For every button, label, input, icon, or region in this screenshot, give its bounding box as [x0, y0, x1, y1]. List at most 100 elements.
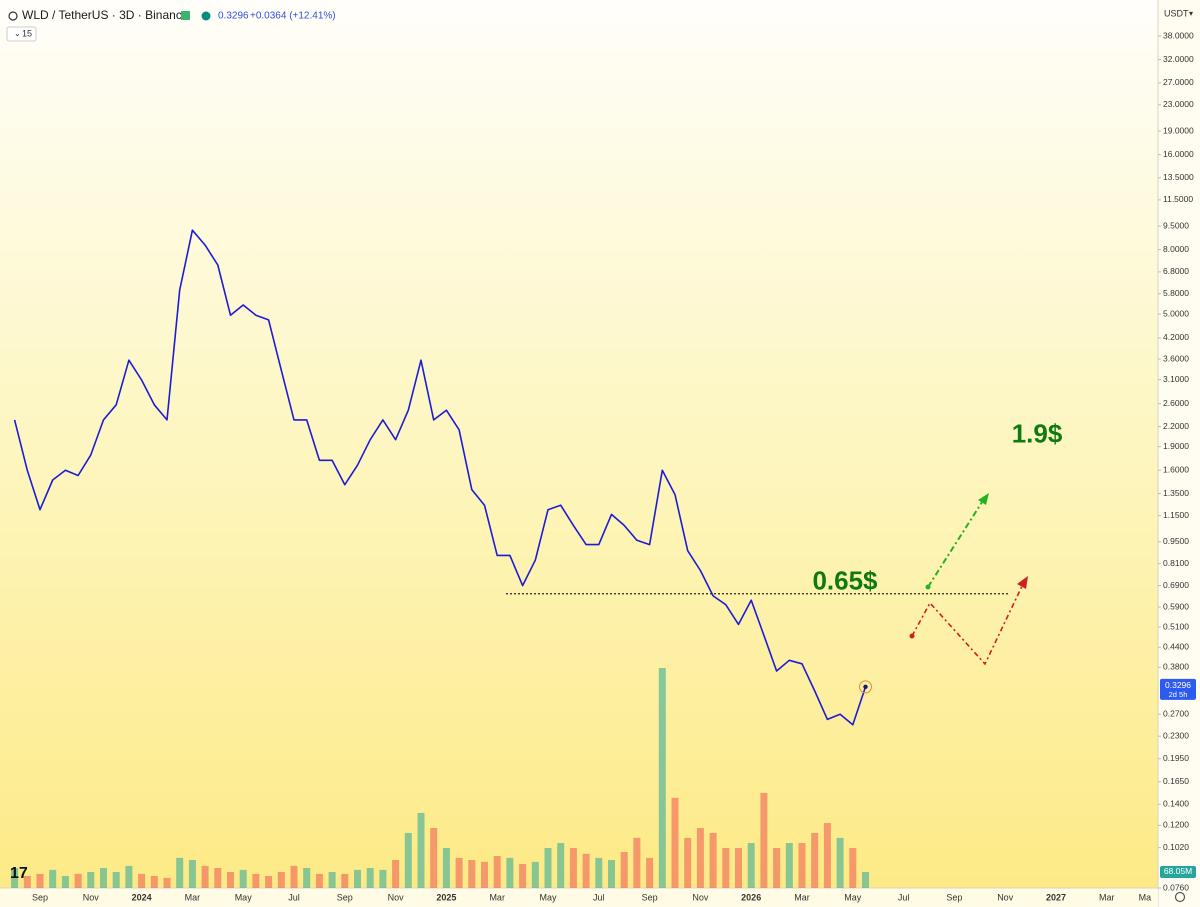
y-tick-label: 0.9500	[1163, 536, 1189, 546]
x-tick-label: Mar	[1099, 892, 1115, 902]
x-tick-label: 2025	[436, 892, 456, 902]
volume-bar	[722, 848, 730, 888]
volume-bar	[608, 860, 615, 888]
volume-bar	[112, 872, 120, 888]
y-tick-label: 38.0000	[1163, 30, 1194, 40]
volume-bar	[404, 832, 412, 888]
red-arrow-start	[909, 633, 915, 639]
volume-bar	[201, 865, 209, 888]
volume-tag	[1160, 865, 1196, 878]
x-tick-label: Nov	[388, 892, 405, 902]
y-tick-label: 0.4400	[1163, 642, 1189, 652]
market-open-dot	[201, 11, 211, 21]
volume-bar	[798, 843, 806, 888]
volume-bar	[125, 865, 133, 888]
x-tick-label: Sep	[32, 892, 48, 902]
annotation-label: 1.9$	[1012, 419, 1063, 449]
volume-bar	[188, 860, 196, 888]
volume-bar	[823, 823, 831, 888]
y-tick-label: 1.3500	[1163, 488, 1189, 498]
plot-background	[0, 0, 1158, 888]
indicator-value: 15	[22, 28, 32, 38]
volume-bar	[773, 848, 781, 888]
currency-chevron: ▾	[1189, 9, 1193, 18]
time-axis	[0, 888, 1158, 907]
y-axis: 38.0000 32.0000 27.0000 23.0000 19.0000 16.00…	[1158, 30, 1196, 892]
y-tick-label: 19.0000	[1163, 125, 1194, 135]
volume-bar	[747, 843, 755, 888]
volume-bar	[74, 873, 82, 888]
last-price: 0.3296	[218, 11, 249, 22]
x-tick-label: Nov	[692, 892, 709, 902]
price-tag	[1160, 678, 1196, 700]
x-tick-label: Sep	[946, 892, 962, 902]
volume-tag-label: 68.05M	[1164, 866, 1192, 876]
y-tick-label: 5.8000	[1163, 288, 1189, 298]
settings-icon[interactable]	[1174, 891, 1186, 903]
red-arrow	[911, 583, 1024, 666]
volume-bar	[544, 848, 552, 888]
y-tick-label: 5.0000	[1163, 308, 1189, 318]
tv-logo: 17	[10, 865, 28, 882]
volume-bar	[684, 837, 692, 888]
price-line	[13, 229, 867, 726]
x-axis: Sep Nov 2024 Mar May Jul Sep Nov 2025 Mar May Jul Se…	[32, 892, 1151, 902]
y-tick-label: 4.2000	[1163, 332, 1189, 342]
volume-bar	[150, 876, 158, 888]
x-tick-label: Ma	[1139, 892, 1152, 902]
green-arrow	[927, 498, 985, 588]
volume-bar	[442, 848, 450, 888]
x-tick-label: Mar	[185, 892, 201, 902]
price-tag-value: 0.3296	[1165, 680, 1191, 690]
price-change: +0.0364 (+12.41%)	[250, 11, 336, 22]
y-tick-label: 0.3800	[1163, 662, 1189, 672]
volume-bar	[417, 812, 425, 888]
annotation-label: 0.65$	[812, 566, 878, 596]
y-tick-label: 11.5000	[1163, 194, 1193, 204]
x-tick-label: Jul	[898, 892, 910, 902]
volume-bar	[862, 871, 869, 888]
y-tick-label: 0.0760	[1163, 882, 1189, 892]
y-tick-label: 3.1000	[1163, 374, 1189, 384]
volume-bar	[87, 872, 95, 888]
y-tick-label: 0.1200	[1163, 820, 1189, 830]
y-tick-label: 0.2700	[1163, 708, 1189, 718]
x-tick-label: Nov	[83, 892, 100, 902]
volume-bar	[735, 848, 742, 888]
y-tick-label: 0.5900	[1163, 601, 1189, 611]
volume-bar	[354, 869, 361, 888]
volume-bar	[455, 857, 463, 888]
volume-bar	[290, 865, 298, 888]
volume-bar	[239, 869, 247, 888]
volume-bar	[519, 864, 527, 888]
volume-bar	[481, 861, 488, 888]
red-arrowhead	[1017, 576, 1028, 589]
volume-bar	[671, 797, 679, 888]
y-tick-label: 2.6000	[1163, 398, 1189, 408]
volume-bar	[379, 869, 387, 888]
y-tick-label: 3.6000	[1163, 353, 1189, 363]
volume-bar	[341, 873, 349, 888]
x-tick-label: Jul	[593, 892, 605, 902]
currency-selector[interactable]: USDT	[1164, 8, 1189, 18]
volume-bar	[569, 848, 577, 888]
price-axis	[1158, 0, 1200, 907]
x-tick-label: Mar	[489, 892, 505, 902]
x-tick-label: Nov	[997, 892, 1014, 902]
volume-bar	[392, 860, 400, 888]
volume-bar	[36, 873, 44, 888]
volume-bar	[303, 868, 311, 888]
volume-bar	[696, 828, 704, 888]
price-pane: 0.65$ 1.9$	[13, 229, 1063, 726]
volume-bar	[252, 873, 260, 888]
volume-pane	[11, 668, 869, 888]
y-tick-label: 13.5000	[1163, 172, 1194, 182]
volume-bar	[633, 837, 641, 888]
symbol-title[interactable]: WLD / TetherUS · 3D · Binance	[22, 8, 189, 22]
y-tick-label: 0.2300	[1163, 730, 1189, 740]
volume-bar	[49, 869, 57, 888]
volume-bar	[760, 792, 768, 888]
y-tick-label: 8.0000	[1163, 244, 1189, 254]
volume-bar	[506, 857, 514, 888]
indicator-box[interactable]	[6, 26, 37, 42]
